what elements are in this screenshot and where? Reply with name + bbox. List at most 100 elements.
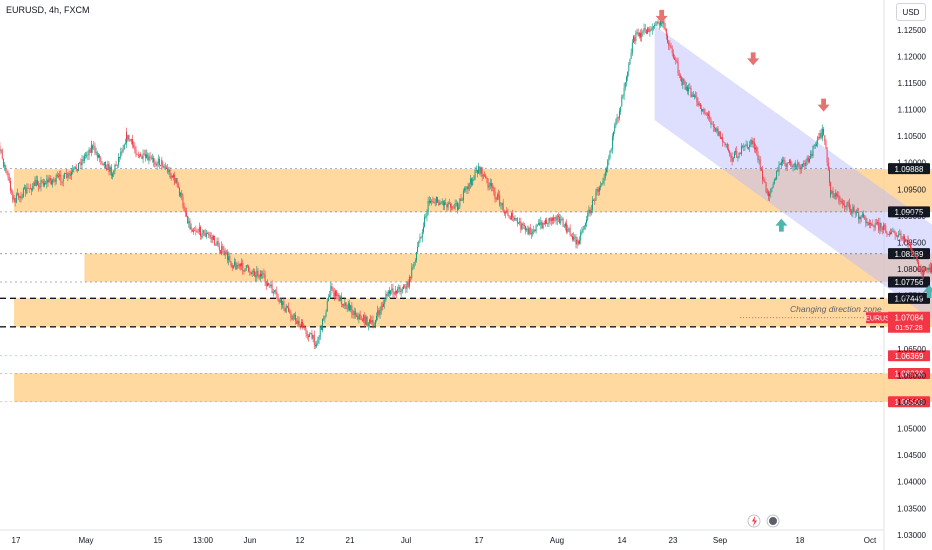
candle-body xyxy=(380,305,382,311)
candle-476 xyxy=(514,214,516,221)
candle-body xyxy=(652,26,654,28)
candle-493 xyxy=(533,225,535,235)
candle-229 xyxy=(238,263,240,270)
annotation-label: Changing direction zone xyxy=(790,304,882,314)
candle-362 xyxy=(386,294,388,299)
candle-366 xyxy=(391,283,393,295)
candle-body xyxy=(96,152,98,158)
candle-125 xyxy=(124,138,126,145)
candle-body xyxy=(663,21,665,28)
candle-body xyxy=(362,319,363,321)
candle-439 xyxy=(473,175,475,182)
candle-body xyxy=(88,149,90,156)
candle-555 xyxy=(603,173,605,186)
price-level-badge-bg xyxy=(888,367,930,379)
candle-547 xyxy=(594,198,596,205)
candle-body xyxy=(35,180,37,186)
candle-159 xyxy=(161,156,163,170)
candle-322 xyxy=(343,303,345,309)
candle-body xyxy=(816,143,817,146)
candle-96 xyxy=(92,144,94,153)
candle-body xyxy=(396,290,397,294)
candle-219 xyxy=(228,251,230,266)
candle-body xyxy=(17,193,18,195)
candle-body xyxy=(580,231,582,241)
candle-228 xyxy=(237,261,239,269)
arrow-up-5 xyxy=(923,285,932,299)
candle-body xyxy=(778,165,780,172)
candle-body xyxy=(158,158,160,165)
candle-body xyxy=(871,224,873,225)
candle-body xyxy=(272,291,274,294)
candle-35 xyxy=(24,184,25,190)
candle-body xyxy=(106,168,108,170)
candle-body xyxy=(690,87,692,97)
candle-750 xyxy=(819,129,821,140)
candle-140 xyxy=(140,152,142,158)
candle-body xyxy=(345,302,347,309)
currency-button[interactable]: USD xyxy=(896,3,926,21)
candle-body xyxy=(293,315,295,316)
candle-body xyxy=(20,196,22,199)
candle-692 xyxy=(755,143,756,154)
candle-634 xyxy=(690,85,692,98)
candle-617 xyxy=(671,45,673,57)
candle-452 xyxy=(487,177,489,191)
candle-body xyxy=(183,206,185,211)
candle-735 xyxy=(802,164,803,167)
candle-463 xyxy=(500,202,502,210)
candle-body xyxy=(339,296,341,302)
candle-557 xyxy=(604,167,606,176)
candle-522 xyxy=(566,219,568,234)
candle-body xyxy=(559,217,561,224)
candle-619 xyxy=(674,54,675,61)
candle-body xyxy=(419,237,421,242)
candle-583 xyxy=(633,35,634,41)
candle-body xyxy=(814,145,816,146)
candle-620 xyxy=(675,56,677,65)
candle-body xyxy=(493,186,495,192)
candle-body xyxy=(188,220,190,224)
candle-499 xyxy=(540,216,542,230)
candle-body xyxy=(256,270,258,277)
candle-323 xyxy=(344,298,346,310)
candle-body xyxy=(56,174,58,177)
candle-body xyxy=(14,198,16,203)
candle-802 xyxy=(877,219,878,226)
candle-379 xyxy=(406,281,408,293)
candle-body xyxy=(882,225,884,231)
candle-844 xyxy=(922,265,924,280)
candle-body xyxy=(710,123,712,125)
candle-body xyxy=(297,320,299,324)
y-tick-label: 1.12000 xyxy=(897,52,926,61)
candle-185 xyxy=(189,222,191,230)
candle-body xyxy=(291,317,293,320)
candle-671 xyxy=(731,152,733,166)
arrow-down-1 xyxy=(655,9,668,23)
candle-body xyxy=(549,217,551,222)
candle-body xyxy=(45,182,47,184)
candle-737 xyxy=(804,160,806,170)
candle-410 xyxy=(440,201,442,205)
candle-body xyxy=(169,169,171,178)
candle-body xyxy=(567,229,569,232)
candle-449 xyxy=(484,171,485,177)
candle-body xyxy=(583,225,585,229)
candle-313 xyxy=(332,287,334,298)
candle-body xyxy=(389,290,390,295)
candle-500 xyxy=(541,219,543,230)
candle-697 xyxy=(760,166,762,172)
candle-body xyxy=(574,236,576,238)
candle-body xyxy=(373,325,375,327)
candle-body xyxy=(760,169,762,171)
candle-body xyxy=(55,174,57,182)
candle-361 xyxy=(386,291,388,296)
candle-733 xyxy=(800,163,802,174)
candle-389 xyxy=(417,241,419,255)
candle-600 xyxy=(652,26,654,31)
candle-body xyxy=(506,210,508,213)
candle-body xyxy=(130,139,132,142)
candle-251 xyxy=(263,268,265,279)
candle-body xyxy=(627,71,629,77)
candle-364 xyxy=(389,286,390,299)
